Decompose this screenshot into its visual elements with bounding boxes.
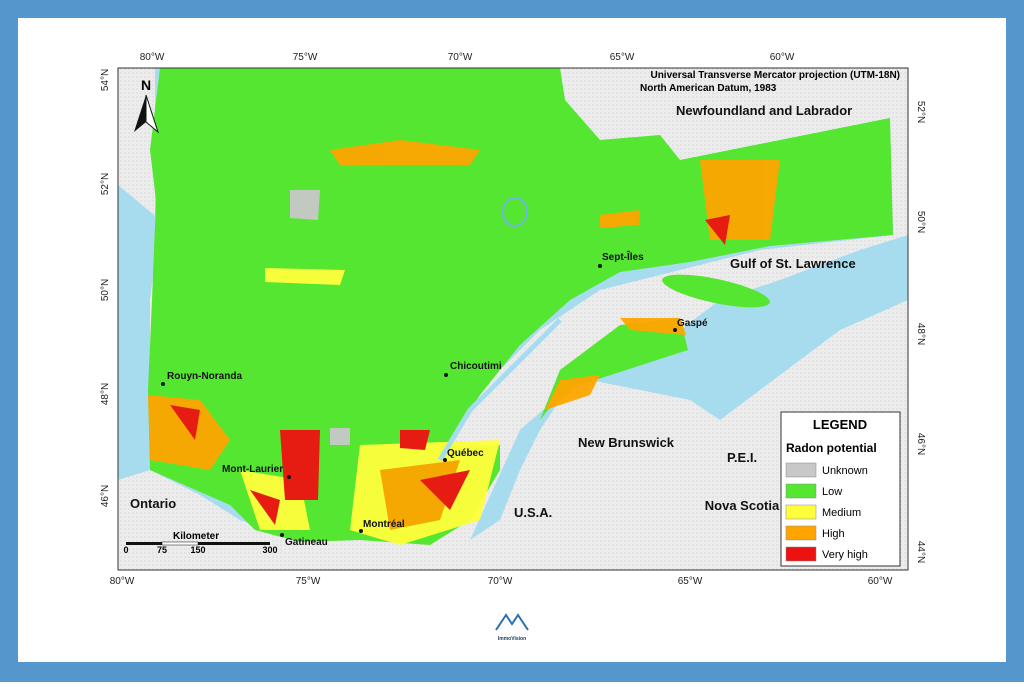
legend-label: Unknown bbox=[822, 465, 868, 477]
projection: North American Datum, 1983 bbox=[640, 83, 777, 94]
city-label: Sept-Îles bbox=[602, 250, 644, 263]
city-label: Montréal bbox=[363, 519, 405, 530]
lon-label: 80°W bbox=[110, 576, 135, 587]
land bbox=[118, 68, 908, 570]
legend-swatch bbox=[785, 525, 817, 541]
legend-label: Medium bbox=[822, 507, 861, 519]
region-label: Newfoundland and Labrador bbox=[676, 103, 852, 118]
lon-label: 70°W bbox=[448, 52, 473, 63]
legend-title: LEGEND bbox=[813, 417, 867, 432]
map bbox=[118, 68, 908, 570]
legend-subtitle: Radon potential bbox=[786, 441, 877, 455]
scale-tick: 75 bbox=[157, 545, 167, 555]
lat-label: 50°N bbox=[100, 279, 111, 301]
city-labels: Sept-Îles Gaspé Chicoutimi Rouyn-Noranda… bbox=[161, 250, 708, 548]
city-label: Québec bbox=[447, 448, 484, 459]
legend-swatch bbox=[785, 504, 817, 520]
city-label: Mont-Laurier bbox=[222, 464, 283, 475]
legend: LEGEND Radon potential Unknown Low Medium H… bbox=[780, 411, 901, 567]
legend-label: High bbox=[822, 528, 845, 540]
scale-tick: 0 bbox=[123, 545, 128, 555]
scale-title: Kilometer bbox=[173, 531, 219, 542]
lon-label: 65°W bbox=[610, 52, 635, 63]
north-arrow: N bbox=[134, 77, 160, 134]
logo-text: ImmoVision bbox=[498, 636, 526, 642]
map-border bbox=[117, 67, 909, 571]
region-label: Gulf of St. Lawrence bbox=[730, 256, 856, 271]
lat-label: 46°N bbox=[100, 485, 111, 507]
city-label: Rouyn-Noranda bbox=[167, 371, 242, 382]
projection: Universal Transverse Mercator projection… bbox=[650, 70, 900, 81]
north-label: N bbox=[141, 77, 151, 93]
city-label: Chicoutimi bbox=[450, 361, 502, 372]
reservoir bbox=[502, 197, 528, 227]
legend-swatch bbox=[785, 546, 817, 562]
lon-label: 60°W bbox=[770, 52, 795, 63]
graticule-labels: 80°W 75°W 70°W 65°W 60°W 80°W 75°W 70°W … bbox=[100, 52, 926, 587]
region-label: P.E.I. bbox=[727, 450, 757, 465]
lon-label: 70°W bbox=[488, 576, 513, 587]
lat-label: 46°N bbox=[915, 433, 926, 455]
radon-patches bbox=[148, 140, 780, 545]
lon-label: 80°W bbox=[140, 52, 165, 63]
lat-label: 44°N bbox=[915, 541, 926, 563]
scale-tick: 300 bbox=[262, 545, 277, 555]
legend-swatch bbox=[785, 483, 817, 499]
river bbox=[437, 318, 562, 462]
lat-label: 52°N bbox=[100, 173, 111, 195]
lon-label: 75°W bbox=[296, 576, 321, 587]
legend-label: Low bbox=[822, 486, 842, 498]
region-label: Ontario bbox=[130, 496, 176, 511]
legend-label: Very high bbox=[822, 549, 868, 561]
lat-label: 50°N bbox=[915, 211, 926, 233]
lat-label: 52°N bbox=[915, 101, 926, 123]
gaspe-peninsula bbox=[540, 318, 688, 420]
legend-swatch bbox=[785, 462, 817, 478]
logo: ImmoVision bbox=[495, 613, 529, 642]
region-label: Nova Scotia bbox=[705, 498, 780, 513]
anticosti bbox=[662, 274, 770, 308]
city-label: Gaspé bbox=[677, 318, 708, 329]
region-labels: Newfoundland and Labrador Gulf of St. La… bbox=[130, 103, 856, 520]
scale-bar: Kilometer 0 75 150 300 bbox=[123, 531, 277, 555]
lat-label: 54°N bbox=[100, 69, 111, 91]
region-label: U.S.A. bbox=[514, 505, 552, 520]
city-label: Gatineau bbox=[285, 537, 328, 548]
lat-label: 48°N bbox=[100, 383, 111, 405]
lon-label: 75°W bbox=[293, 52, 318, 63]
lon-label: 60°W bbox=[868, 576, 893, 587]
lat-label: 48°N bbox=[915, 323, 926, 345]
scale-tick: 150 bbox=[190, 545, 205, 555]
lon-label: 65°W bbox=[678, 576, 703, 587]
region-label: New Brunswick bbox=[578, 435, 675, 450]
